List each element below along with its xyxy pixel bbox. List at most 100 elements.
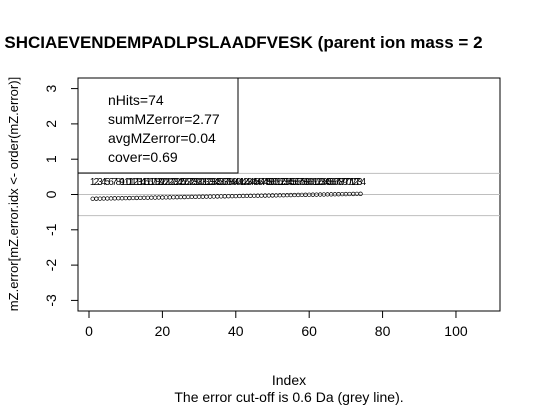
data-point <box>163 195 169 200</box>
data-point <box>119 196 125 201</box>
point-label: 7 <box>112 177 118 188</box>
point-label: 25 <box>175 177 187 188</box>
point-label: 11 <box>124 177 135 188</box>
y-tick-label: -1 <box>43 223 59 236</box>
x-tick-label: 0 <box>85 323 93 339</box>
point-label: 13 <box>131 177 143 188</box>
point-label: 30 <box>194 177 206 188</box>
point-label: 29 <box>190 177 202 188</box>
point-label: 36 <box>216 177 228 188</box>
x-tick-label: 20 <box>155 323 171 339</box>
point-label: 64 <box>318 177 330 188</box>
point-label: 22 <box>164 177 176 188</box>
point-label: 24 <box>172 177 184 188</box>
point-label: 69 <box>337 177 349 188</box>
data-point <box>171 195 176 200</box>
point-label: 10 <box>120 177 132 188</box>
data-point <box>105 196 110 201</box>
point-label: 59 <box>300 177 312 188</box>
legend-line-sum: sumMZerror=2.77 <box>108 111 220 127</box>
data-point <box>149 195 154 200</box>
point-label: 18 <box>149 177 161 188</box>
point-label: 52 <box>274 177 286 188</box>
point-label: 3 <box>97 177 103 188</box>
point-label: 28 <box>186 177 198 188</box>
y-tick-label: 1 <box>43 155 59 163</box>
data-point <box>174 195 180 200</box>
point-label: 48 <box>260 177 272 188</box>
x-axis: 0 20 40 60 80 100 <box>85 310 468 339</box>
point-label: 63 <box>315 177 327 188</box>
point-label: 68 <box>333 177 345 188</box>
point-label: 19 <box>153 177 165 188</box>
point-label: 15 <box>138 177 150 188</box>
legend-line-avg: avgMZerror=0.04 <box>108 130 216 146</box>
point-label: 5 <box>105 177 111 188</box>
data-point <box>358 191 363 196</box>
point-label: 21 <box>161 177 173 188</box>
point-label: 53 <box>278 177 290 188</box>
point-label: 39 <box>227 177 239 188</box>
point-label: 40 <box>230 177 242 188</box>
data-point <box>145 195 150 200</box>
y-tick-label: 2 <box>43 120 59 128</box>
point-label: 50 <box>267 177 279 188</box>
data-point <box>347 191 352 197</box>
point-label: 6 <box>108 177 114 188</box>
point-label: 14 <box>135 177 147 188</box>
point-label: 32 <box>201 177 213 188</box>
data-point <box>222 194 227 199</box>
point-label: 33 <box>205 177 217 188</box>
legend-line-nhits: nHits=74 <box>108 92 164 108</box>
point-label: 70 <box>340 177 352 188</box>
x-tick-label: 80 <box>375 323 391 339</box>
point-label: 2 <box>94 177 100 188</box>
point-label: 8 <box>116 177 122 188</box>
data-point <box>200 194 205 199</box>
point-label: 26 <box>179 177 191 188</box>
point-label: 54 <box>282 177 294 188</box>
y-tick-label: -2 <box>43 259 59 272</box>
y-tick-label: -3 <box>43 294 59 307</box>
x-tick-label: 60 <box>301 323 317 339</box>
data-point <box>116 196 121 201</box>
point-label: 60 <box>304 177 316 188</box>
point-label: 58 <box>296 177 308 188</box>
point-label: 41 <box>234 177 246 188</box>
data-point <box>285 192 290 198</box>
point-label: 74 <box>355 177 367 188</box>
point-label: 55 <box>285 177 297 188</box>
data-point <box>292 192 297 198</box>
legend-line-cover: cover=0.69 <box>108 149 178 165</box>
point-label: 65 <box>322 177 334 188</box>
data-point <box>130 195 136 201</box>
point-label: 37 <box>219 177 231 188</box>
y-tick-label: 0 <box>43 190 59 198</box>
point-label: 49 <box>263 177 275 188</box>
data-point <box>123 195 128 201</box>
data-point <box>281 193 286 198</box>
data-point <box>215 194 220 199</box>
point-label: 51 <box>271 177 283 188</box>
legend-box <box>77 77 239 174</box>
data-point <box>351 191 356 197</box>
point-label: 47 <box>256 177 268 188</box>
point-label: 16 <box>142 177 154 188</box>
data-point <box>354 191 360 197</box>
data-point <box>218 194 224 199</box>
point-label: 27 <box>183 177 195 188</box>
point-label: 66 <box>326 177 338 188</box>
data-point <box>94 196 99 201</box>
data-point <box>193 194 198 199</box>
data-point <box>196 194 202 199</box>
point-label: 73 <box>351 177 363 188</box>
legend: nHits=74 sumMZerror=2.77 avgMZerror=0.04… <box>77 77 239 174</box>
point-label: 9 <box>119 177 125 188</box>
data-point <box>134 195 139 201</box>
point-label: 12 <box>127 177 139 188</box>
point-labels: 1234567891011121314151617181920212223242… <box>90 177 367 188</box>
data-point <box>156 195 161 200</box>
point-label: 34 <box>208 177 220 188</box>
point-label: 61 <box>307 177 319 188</box>
